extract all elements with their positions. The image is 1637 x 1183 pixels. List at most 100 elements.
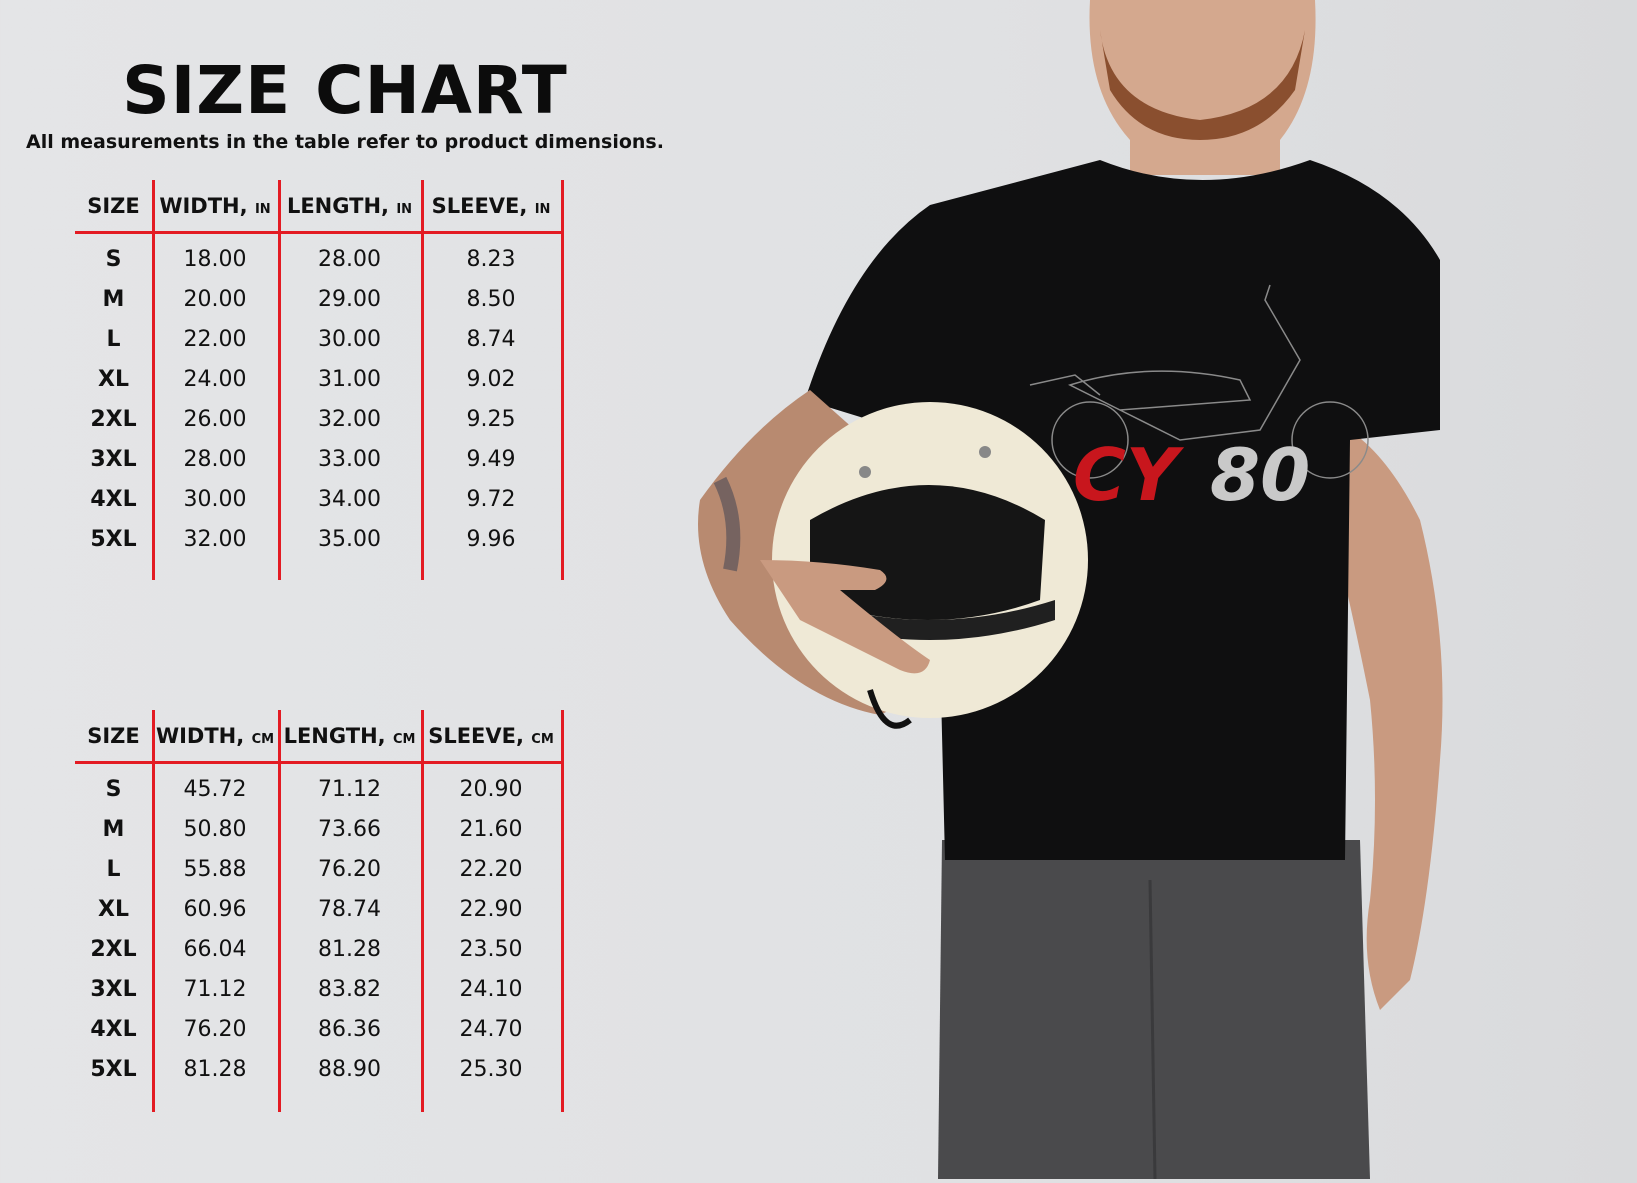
measurement-cell: 25.30 <box>459 1057 523 1082</box>
shirt-logo-part2: 80 <box>1210 433 1310 517</box>
header-label: SIZE <box>87 724 140 748</box>
size-cell: 4XL <box>90 1017 137 1042</box>
measurement-cell: 60.96 <box>183 897 247 922</box>
column-header: SIZE <box>75 724 152 748</box>
column-header: LENGTH, CM <box>278 724 421 748</box>
table-row: 5XL 32.00 35.00 9.96 <box>75 520 565 560</box>
size-cell: 2XL <box>90 407 137 432</box>
measurement-cell: 88.90 <box>318 1057 381 1082</box>
table-row: 4XL 30.00 34.00 9.72 <box>75 480 565 520</box>
size-cell: M <box>102 287 125 312</box>
measurement-cell: 8.74 <box>466 327 516 352</box>
table-row: 3XL 71.12 83.82 24.10 <box>75 970 565 1010</box>
size-table-centimeters: SIZE WIDTH, CM LENGTH, CM SLEEVE, CM S 45.72 7… <box>75 710 565 1112</box>
measurement-cell: 30.00 <box>183 487 247 512</box>
header-divider <box>75 761 563 764</box>
table-row: 4XL 76.20 86.36 24.70 <box>75 1010 565 1050</box>
measurement-cell: 24.10 <box>459 977 523 1002</box>
hand <box>760 560 930 674</box>
column-header: WIDTH, CM <box>152 724 278 748</box>
table-row: L 55.88 76.20 22.20 <box>75 850 565 890</box>
header-label: LENGTH, <box>283 724 386 748</box>
table-row: 2XL 26.00 32.00 9.25 <box>75 400 565 440</box>
size-cell: 3XL <box>90 977 137 1002</box>
column-divider <box>421 710 424 1112</box>
measurement-cell: 18.00 <box>183 247 247 272</box>
column-divider <box>561 180 564 580</box>
measurement-cell: 35.00 <box>318 527 381 552</box>
shirt-logo-part1: CY <box>1073 433 1185 517</box>
header-unit: CM <box>531 732 554 747</box>
header-unit: IN <box>534 202 551 217</box>
header-label: LENGTH, <box>286 194 389 218</box>
measurement-cell: 21.60 <box>459 817 523 842</box>
size-table-inches: SIZE WIDTH, IN LENGTH, IN SLEEVE, IN S 18.00 2… <box>75 180 565 580</box>
measurement-cell: 20.00 <box>183 287 247 312</box>
header-label: WIDTH, <box>155 724 245 748</box>
table-row: L 22.00 30.00 8.74 <box>75 320 565 360</box>
column-divider <box>421 180 424 580</box>
column-divider <box>278 180 281 580</box>
column-divider <box>152 180 155 580</box>
measurement-cell: 73.66 <box>318 817 381 842</box>
measurement-cell: 9.02 <box>466 367 516 392</box>
model-photo: CY 80 <box>680 0 1637 1180</box>
size-cell: 4XL <box>90 487 137 512</box>
measurement-cell: 26.00 <box>183 407 247 432</box>
table-row: S 18.00 28.00 8.23 <box>75 240 565 280</box>
column-header: LENGTH, IN <box>278 194 421 218</box>
column-divider <box>152 710 155 1112</box>
size-cell: XL <box>98 897 129 922</box>
table-row: XL 60.96 78.74 22.90 <box>75 890 565 930</box>
column-divider <box>561 710 564 1112</box>
measurement-cell: 9.72 <box>466 487 516 512</box>
measurement-cell: 24.70 <box>459 1017 523 1042</box>
table-row: M 50.80 73.66 21.60 <box>75 810 565 850</box>
measurement-cell: 30.00 <box>318 327 381 352</box>
size-cell: S <box>105 247 122 272</box>
measurement-cell: 78.74 <box>318 897 381 922</box>
measurement-cell: 28.00 <box>318 247 381 272</box>
header-label: SIZE <box>87 194 140 218</box>
measurement-cell: 8.23 <box>466 247 516 272</box>
header-unit: CM <box>392 732 416 747</box>
measurement-cell: 23.50 <box>459 937 523 962</box>
measurement-cell: 22.00 <box>183 327 247 352</box>
header-label: SLEEVE, <box>428 724 524 748</box>
header-label: SLEEVE, <box>431 194 528 218</box>
size-cell: 5XL <box>90 1057 137 1082</box>
table-row: S 45.72 71.12 20.90 <box>75 770 565 810</box>
measurement-cell: 71.12 <box>318 777 381 802</box>
measurement-cell: 83.82 <box>318 977 381 1002</box>
measurement-cell: 31.00 <box>318 367 381 392</box>
header-unit: CM <box>251 732 275 747</box>
table-row: 3XL 28.00 33.00 9.49 <box>75 440 565 480</box>
measurement-cell: 9.25 <box>466 407 516 432</box>
jeans <box>938 840 1370 1180</box>
measurement-cell: 81.28 <box>318 937 381 962</box>
page-subtitle: All measurements in the table refer to p… <box>26 131 664 153</box>
right-arm <box>1330 420 1443 1010</box>
measurement-cell: 86.36 <box>318 1017 381 1042</box>
size-cell: L <box>106 857 121 882</box>
measurement-cell: 22.20 <box>459 857 523 882</box>
header-unit: IN <box>396 202 413 217</box>
column-divider <box>278 710 281 1112</box>
size-cell: S <box>105 777 122 802</box>
measurement-cell: 29.00 <box>318 287 381 312</box>
measurement-cell: 50.80 <box>183 817 247 842</box>
header-divider <box>75 231 563 234</box>
header-unit: IN <box>254 202 271 217</box>
size-cell: XL <box>98 367 129 392</box>
shirt-logo: CY 80 <box>1073 433 1310 517</box>
table-row: XL 24.00 31.00 9.02 <box>75 360 565 400</box>
measurement-cell: 66.04 <box>183 937 247 962</box>
column-header: SLEEVE, IN <box>421 194 561 218</box>
size-cell: 3XL <box>90 447 137 472</box>
measurement-cell: 8.50 <box>466 287 516 312</box>
measurement-cell: 9.49 <box>466 447 516 472</box>
size-cell: 5XL <box>90 527 137 552</box>
table-row: M 20.00 29.00 8.50 <box>75 280 565 320</box>
measurement-cell: 34.00 <box>318 487 381 512</box>
measurement-cell: 81.28 <box>183 1057 247 1082</box>
